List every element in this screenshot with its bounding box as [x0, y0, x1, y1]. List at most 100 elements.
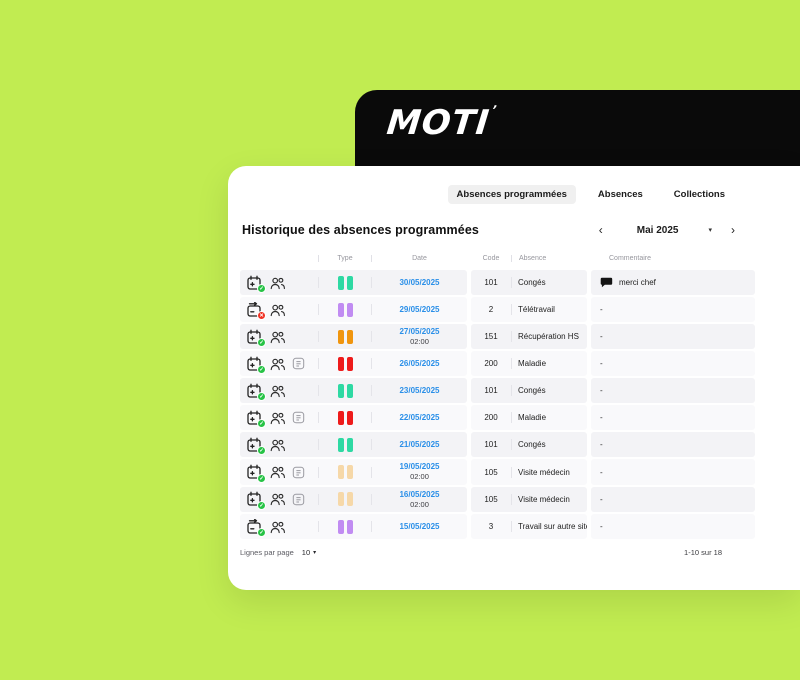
calendar-plus-icon [247, 356, 261, 371]
row-status-icons: ✓ [240, 382, 318, 402]
table-row[interactable]: ✓ 30/05/2025 1 [240, 270, 755, 295]
code-value: 105 [484, 494, 498, 504]
absence-label: Travail sur autre site (... [518, 522, 587, 532]
calendar-arrow-icon [247, 518, 261, 534]
status-badge: ✕ [257, 311, 266, 320]
people-icon [270, 466, 285, 479]
date-cell: 21/05/2025 [372, 437, 467, 453]
calendar-plus-icon [247, 437, 261, 452]
row-status-icons: ✓ [240, 328, 318, 348]
cell-divider [371, 521, 372, 533]
code-value: 101 [484, 278, 498, 287]
table-row[interactable]: ✓ 19/05/2025 02:00 [240, 459, 755, 485]
status-icon-group: ✓ [246, 382, 266, 402]
cell-divider [511, 493, 512, 505]
comment-text: - [600, 332, 603, 342]
date-link[interactable]: 23/05/2025 [399, 385, 440, 395]
tab-absences[interactable]: Absences [597, 189, 643, 200]
table-row[interactable]: ✓ 21/05/2025 1 [240, 432, 755, 458]
comment-text: - [600, 359, 603, 369]
status-badge: ✓ [257, 528, 266, 538]
tab-absences-programmees[interactable]: Absences programmées [447, 185, 576, 204]
absence-type-color-bars [319, 329, 371, 344]
absence-type-color-bars [319, 275, 371, 290]
date-link[interactable]: 19/05/2025 [399, 462, 440, 472]
document-icon [292, 466, 305, 478]
people-icon [270, 277, 285, 289]
calendar-plus-icon [247, 383, 261, 398]
absence-label: Congés [518, 386, 546, 396]
date-link[interactable]: 27/05/2025 [399, 327, 440, 336]
table-row[interactable]: ✓ 15/05/2025 3 [240, 514, 755, 540]
status-badge: ✓ [257, 419, 266, 429]
cell-divider [511, 385, 512, 397]
month-label: Mai 2025 [636, 224, 679, 236]
table-row[interactable]: ✓ 23/05/2025 1 [240, 378, 755, 404]
status-badge: ✓ [257, 365, 266, 375]
tab-bar: Absences programmées Absences Collection… [228, 166, 800, 204]
cell-divider [371, 493, 372, 505]
tab-collections[interactable]: Collections [673, 189, 725, 200]
date-link[interactable]: 22/05/2025 [399, 412, 440, 422]
date-link[interactable]: 16/05/2025 [399, 489, 440, 499]
rows-per-page-select[interactable]: 10 ▾ [301, 548, 317, 558]
cell-divider [318, 331, 319, 343]
status-icon-group: ✓ [246, 464, 266, 483]
status-icon-group: ✓ [246, 274, 266, 293]
status-badge: ✓ [257, 338, 266, 348]
column-header-commentaire: Commentaire [609, 254, 652, 262]
date-link[interactable]: 26/05/2025 [399, 358, 440, 368]
date-link[interactable]: 29/05/2025 [399, 304, 440, 314]
date-link[interactable]: 30/05/2025 [399, 277, 440, 287]
comment-text: - [600, 494, 603, 504]
status-badge: ✓ [257, 473, 266, 483]
month-dropdown-caret[interactable]: ▾ [706, 224, 714, 236]
date-cell: 15/05/2025 [372, 519, 467, 535]
status-icon-group: ✓ [246, 518, 266, 538]
absence-type-color-bars [319, 437, 371, 452]
table-row[interactable]: ✓ 27/05/2025 02:00 [240, 324, 755, 350]
comment-text: merci chef [619, 278, 656, 287]
time-label: 02:00 [410, 499, 429, 509]
date-cell: 16/05/2025 02:00 [372, 487, 467, 512]
table-row[interactable]: ✓ 26/05/2025 2 [240, 351, 755, 377]
status-badge: ✓ [257, 392, 266, 402]
prev-month-button[interactable]: ‹ [598, 223, 603, 237]
header-divider [318, 254, 319, 262]
status-icon-group: ✓ [246, 409, 266, 429]
column-header-date: Date [412, 254, 427, 262]
cell-divider [371, 466, 372, 478]
row-status-icons: ✓ [240, 355, 318, 375]
table-row[interactable]: ✓ 16/05/2025 02:00 [240, 486, 755, 513]
cell-divider [318, 385, 319, 397]
row-status-icons: ✓ [240, 274, 318, 293]
status-icon-group: ✕ [246, 301, 266, 320]
date-cell: 30/05/2025 [372, 275, 467, 291]
page-title: Historique des absences programmées [242, 223, 479, 237]
code-value: 200 [484, 359, 498, 369]
absences-card: Absences programmées Absences Collection… [228, 166, 800, 590]
header-divider [371, 254, 372, 262]
code-value: 105 [484, 467, 498, 477]
date-link[interactable]: 15/05/2025 [399, 521, 440, 531]
absence-label: Maladie [518, 359, 547, 369]
absence-type-color-bars [319, 302, 371, 317]
table-row[interactable]: ✓ 22/05/2025 2 [240, 405, 755, 431]
date-link[interactable]: 21/05/2025 [399, 439, 440, 449]
cell-divider [511, 304, 512, 315]
cell-divider [371, 304, 372, 315]
table-row[interactable]: ✕ 29/05/2025 2 [240, 297, 755, 322]
status-icon-group: ✓ [246, 355, 266, 375]
date-cell: 26/05/2025 [372, 356, 467, 372]
absence-type-color-bars [319, 383, 371, 398]
comment-text: - [600, 305, 603, 314]
column-header-code: Code [482, 254, 500, 262]
cell-divider [371, 412, 372, 424]
cell-divider [318, 521, 319, 533]
absence-label: Visite médecin [518, 467, 570, 477]
title-row: Historique des absences programmées ‹ Ma… [228, 204, 800, 237]
cell-divider [371, 385, 372, 397]
next-month-button[interactable]: › [731, 223, 735, 237]
cell-divider [511, 466, 512, 478]
